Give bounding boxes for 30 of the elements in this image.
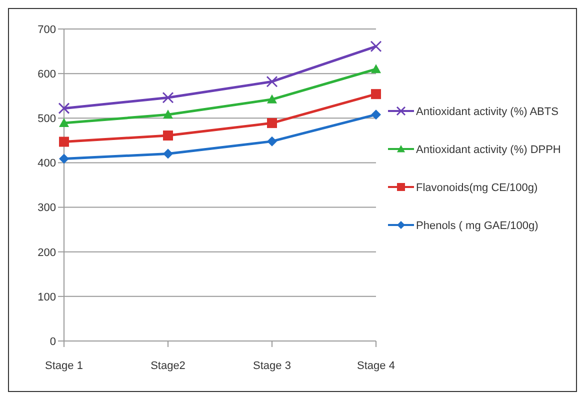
point	[267, 118, 277, 128]
point	[371, 110, 381, 120]
point	[371, 64, 381, 74]
point	[266, 76, 278, 88]
y-tick-label: 600	[38, 68, 56, 80]
x-tick-label: Stage 4	[357, 360, 395, 372]
legend-label: Antioxidant activity (%) DPPH	[416, 143, 562, 158]
x-tick-label: Stage2	[150, 360, 186, 372]
y-tick-label: 300	[38, 202, 56, 214]
x-tick-label: Stage 3	[253, 360, 291, 372]
x-tick-label: Stage 1	[45, 360, 83, 372]
legend-label: Phenols ( mg GAE/100g)	[416, 219, 540, 234]
point	[371, 89, 381, 100]
point	[267, 136, 277, 146]
y-tick-label: 500	[38, 113, 56, 126]
point	[267, 94, 277, 104]
point	[163, 110, 173, 119]
point	[163, 148, 173, 159]
y-tick-label: 0	[50, 336, 56, 348]
y-tick-label: 700	[38, 24, 56, 36]
point	[58, 102, 70, 114]
y-tick-label: 100	[38, 291, 56, 304]
point	[162, 92, 174, 104]
legend-label: Flavonoids(mg CE/100g)	[416, 181, 539, 196]
point	[59, 136, 69, 147]
y-tick-label: 400	[38, 158, 56, 170]
point	[163, 130, 173, 141]
point	[370, 40, 382, 52]
y-tick-label: 200	[38, 246, 56, 259]
legend-label: Antioxidant activity (%) ABTS	[416, 105, 560, 120]
